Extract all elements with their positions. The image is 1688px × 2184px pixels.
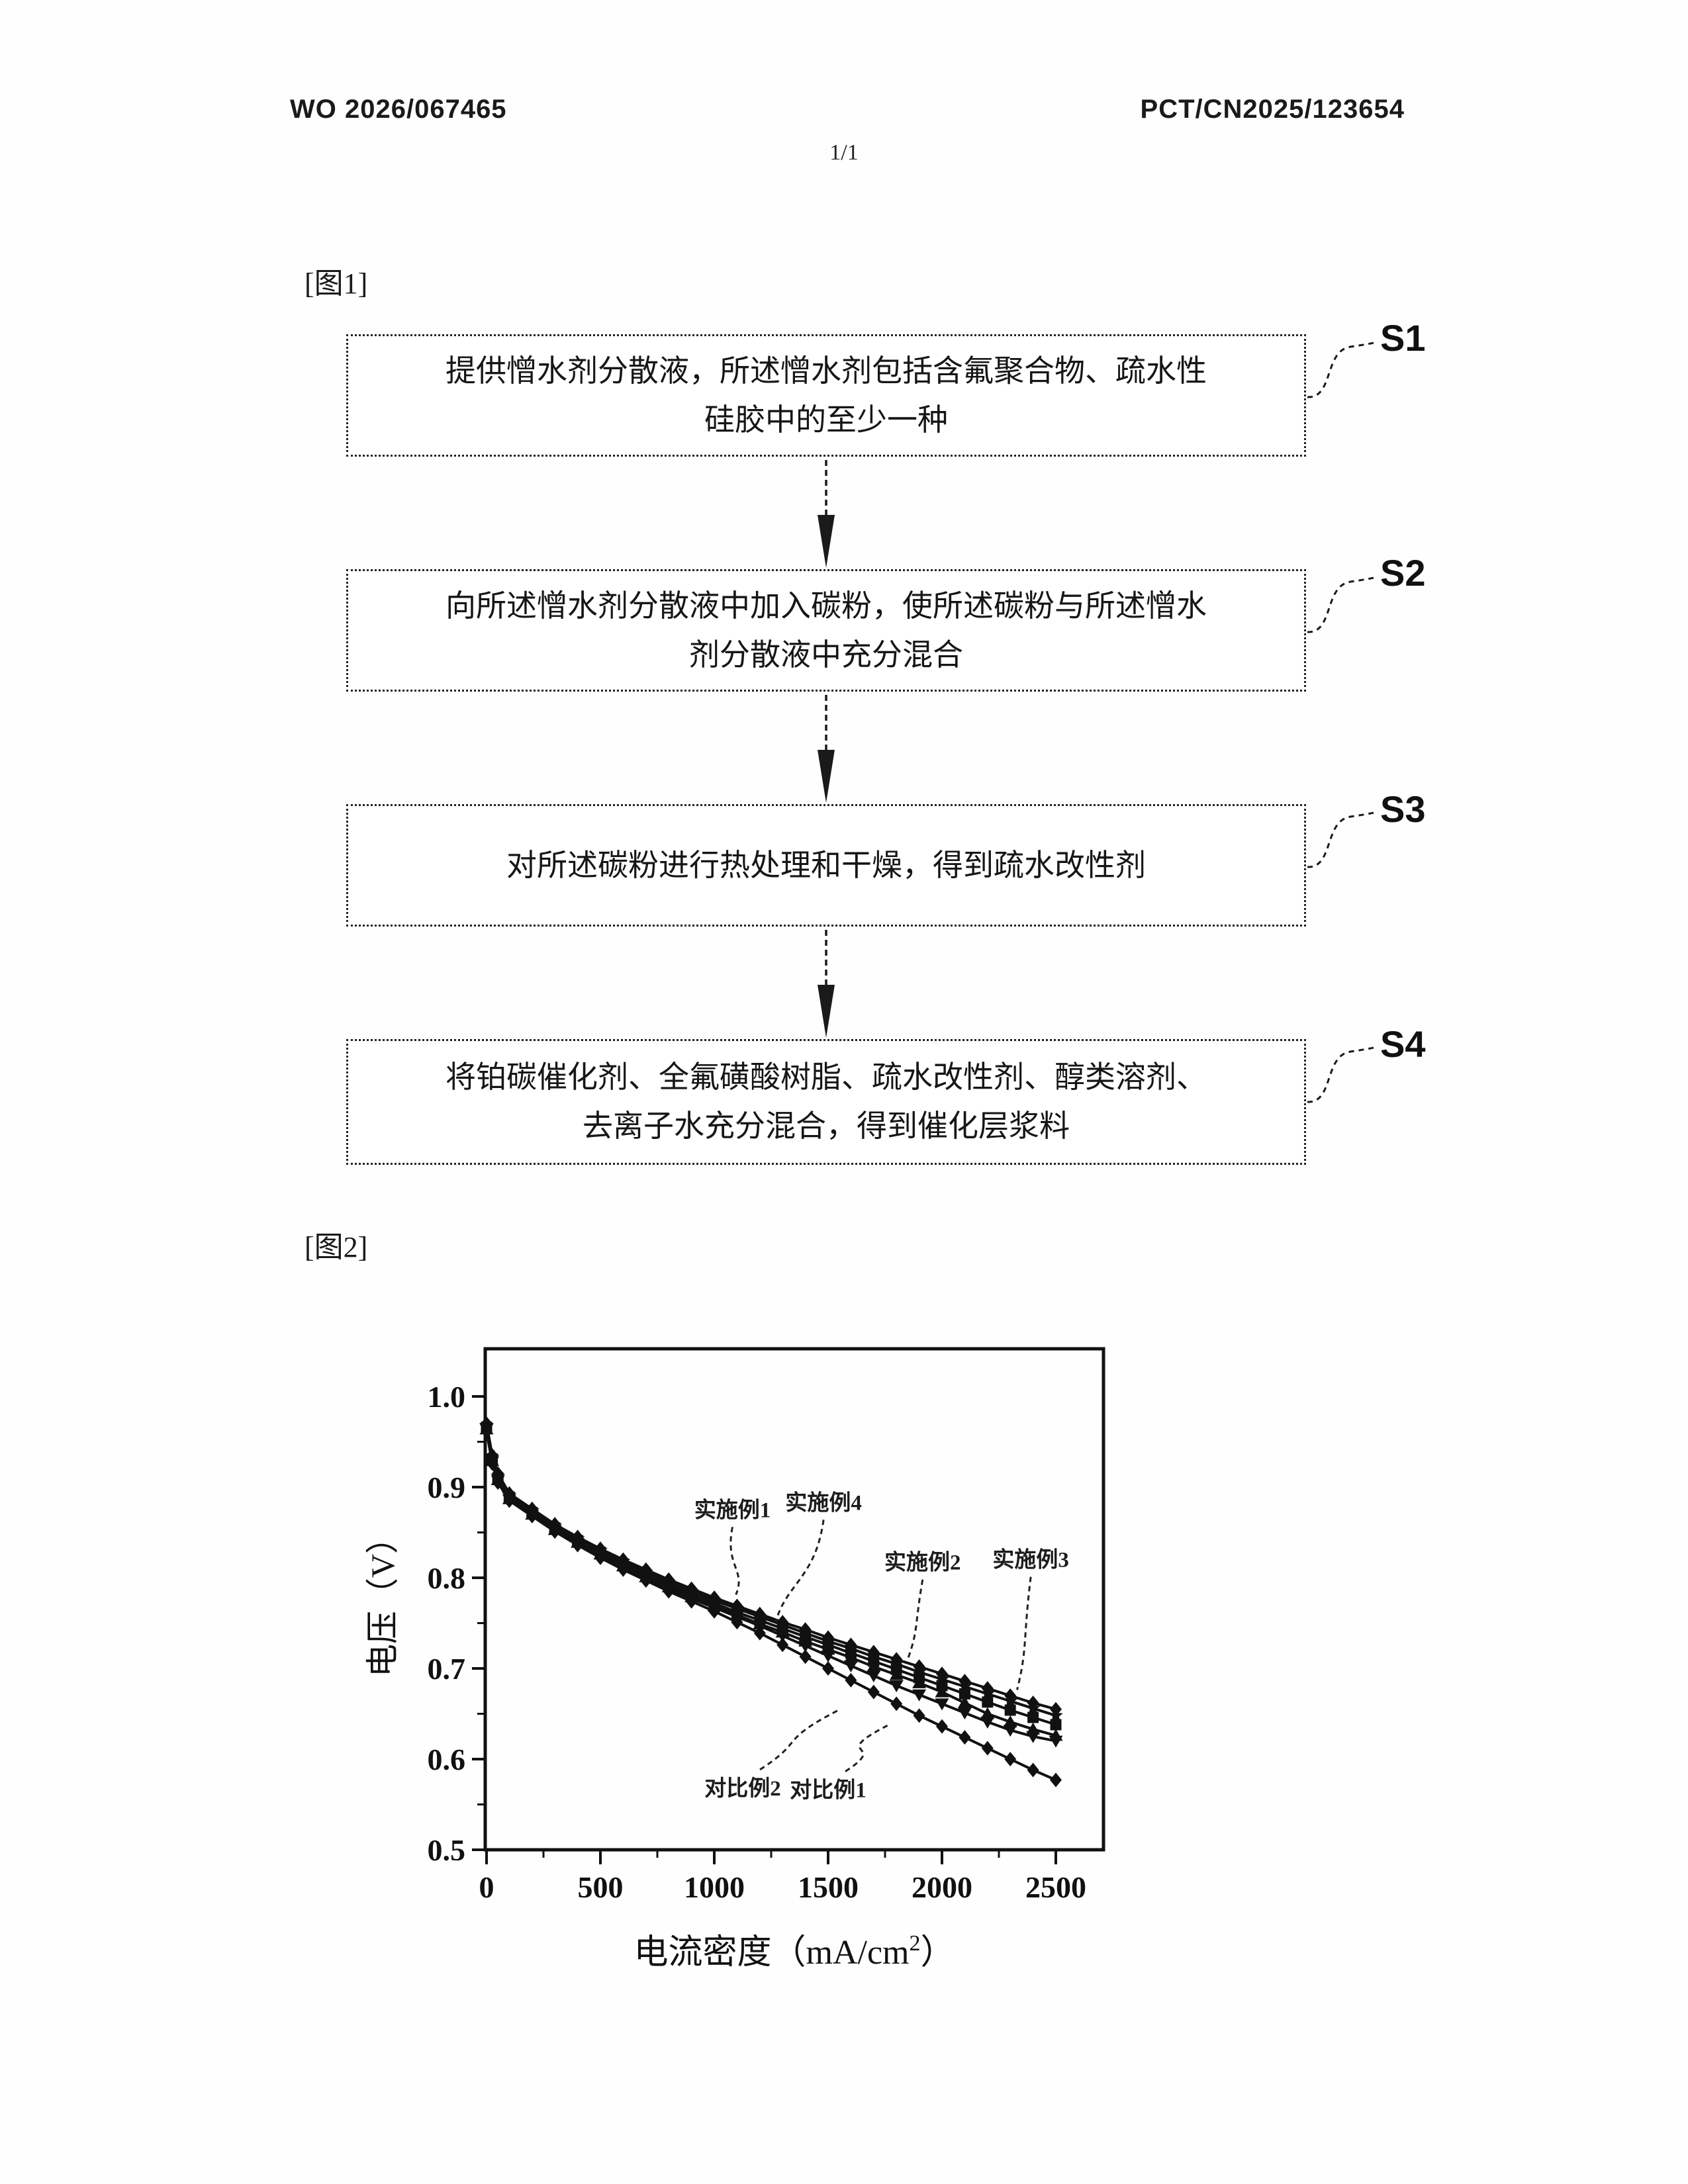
figure2-label: [图2] (305, 1231, 368, 1263)
down-arrow-icon (818, 460, 835, 568)
flowchart-step-s4: 将铂碳催化剂、全氟磺酸树脂、疏水改性剂、醇类溶剂、 去离子水充分混合，得到催化层… (346, 1039, 1306, 1165)
series-line-对比例1 (485, 1428, 1056, 1743)
flowchart-step-s2: 向所述憎水剂分散液中加入碳粉，使所述碳粉与所述憎水 剂分散液中充分混合 (346, 569, 1306, 692)
callout-leader-line (906, 1579, 924, 1660)
figure2-chart: 0 500 1000 1500 2000 2500 0.5 0.6 0.7 0.8 0.9 1.0 电流… (364, 1347, 1105, 1972)
x-tick-label: 2500 (1025, 1870, 1086, 1904)
callout-leader-line (774, 1520, 825, 1623)
series-markers-实施例4 (479, 1418, 1063, 1722)
s1-leader-line (1307, 341, 1379, 398)
down-arrow-icon (818, 695, 835, 803)
series-callout-label: 对比例1 (790, 1778, 867, 1803)
series-line-对比例2 (485, 1430, 1056, 1782)
figure1-label: [图1] (305, 267, 368, 300)
flowchart-step-s3: 对所述碳粉进行热处理和干燥，得到疏水改性剂 (346, 804, 1306, 927)
y-tick-label: 1.0 (428, 1380, 466, 1414)
figure2-chart-area: 0 500 1000 1500 2000 2500 0.5 0.6 0.7 0.8 0.9 1.0 电流… (331, 1310, 1192, 2052)
series-markers-对比例2 (481, 1424, 1062, 1788)
x-tick-label: 2000 (912, 1870, 972, 1904)
step-text-line: 硅胶中的至少一种 (704, 402, 948, 437)
callout-leader-line (1016, 1576, 1032, 1690)
series-line-实施例4 (485, 1425, 1056, 1717)
step-text-line: 将铂碳催化剂、全氟磺酸树脂、疏水改性剂、醇类溶剂、 (445, 1060, 1207, 1094)
series-markers-实施例3 (479, 1422, 1063, 1741)
step-text-line: 提供憎水剂分散液，所述憎水剂包括含氟聚合物、疏水性 (445, 353, 1207, 388)
series-callout-label: 实施例2 (884, 1550, 961, 1575)
x-tick-label: 500 (578, 1870, 624, 1904)
x-tick-label: 1000 (684, 1870, 745, 1904)
step-id-s4: S4 (1380, 1023, 1426, 1065)
step-text-line: 向所述憎水剂分散液中加入碳粉，使所述碳粉与所述憎水 (445, 588, 1207, 623)
step-id-s2: S2 (1380, 552, 1426, 594)
x-tick-label: 1500 (798, 1870, 859, 1904)
down-arrow-icon (818, 930, 835, 1038)
y-tick-label: 0.8 (428, 1561, 466, 1595)
y-axis-label: 电压（V） (364, 1521, 401, 1677)
publication-number: WO 2026/067465 (290, 95, 507, 124)
callout-leader-line (845, 1724, 889, 1772)
series-markers-实施例1 (481, 1416, 1062, 1717)
y-tick-label: 0.9 (428, 1471, 466, 1504)
series-callout-label: 实施例1 (694, 1497, 771, 1522)
series-callout-label: 对比例2 (704, 1776, 781, 1801)
flowchart-step-s1: 提供憎水剂分散液，所述憎水剂包括含氟聚合物、疏水性 硅胶中的至少一种 (346, 334, 1306, 457)
sheet-indicator: 1/1 (829, 140, 859, 165)
application-number: PCT/CN2025/123654 (1140, 95, 1405, 124)
series-callout-label: 实施例3 (992, 1547, 1069, 1572)
step-text-line: 剂分散液中充分混合 (689, 637, 963, 672)
callout-leader-line (759, 1708, 840, 1771)
step-id-s3: S3 (1380, 788, 1426, 830)
s2-leader-line (1307, 576, 1379, 633)
series-callout-label: 实施例4 (785, 1490, 862, 1515)
y-tick-label: 0.5 (428, 1833, 466, 1867)
step-text-line: 去离子水充分混合，得到催化层浆料 (583, 1109, 1070, 1143)
y-tick-label: 0.6 (428, 1743, 466, 1776)
plot-frame (483, 1347, 1105, 1852)
step-id-s1: S1 (1380, 317, 1426, 359)
series-line-实施例1 (485, 1423, 1056, 1711)
x-tick-label: 0 (479, 1870, 494, 1904)
callout-leader-line (729, 1526, 740, 1596)
s4-leader-line (1307, 1046, 1379, 1103)
s3-leader-line (1307, 811, 1379, 868)
y-tick-label: 0.7 (428, 1652, 466, 1686)
step-text-line: 对所述碳粉进行热处理和干燥，得到疏水改性剂 (506, 848, 1146, 882)
series-line-实施例2 (485, 1427, 1056, 1726)
x-axis-label: 电流密度（mA/cm2） (634, 1931, 955, 1972)
